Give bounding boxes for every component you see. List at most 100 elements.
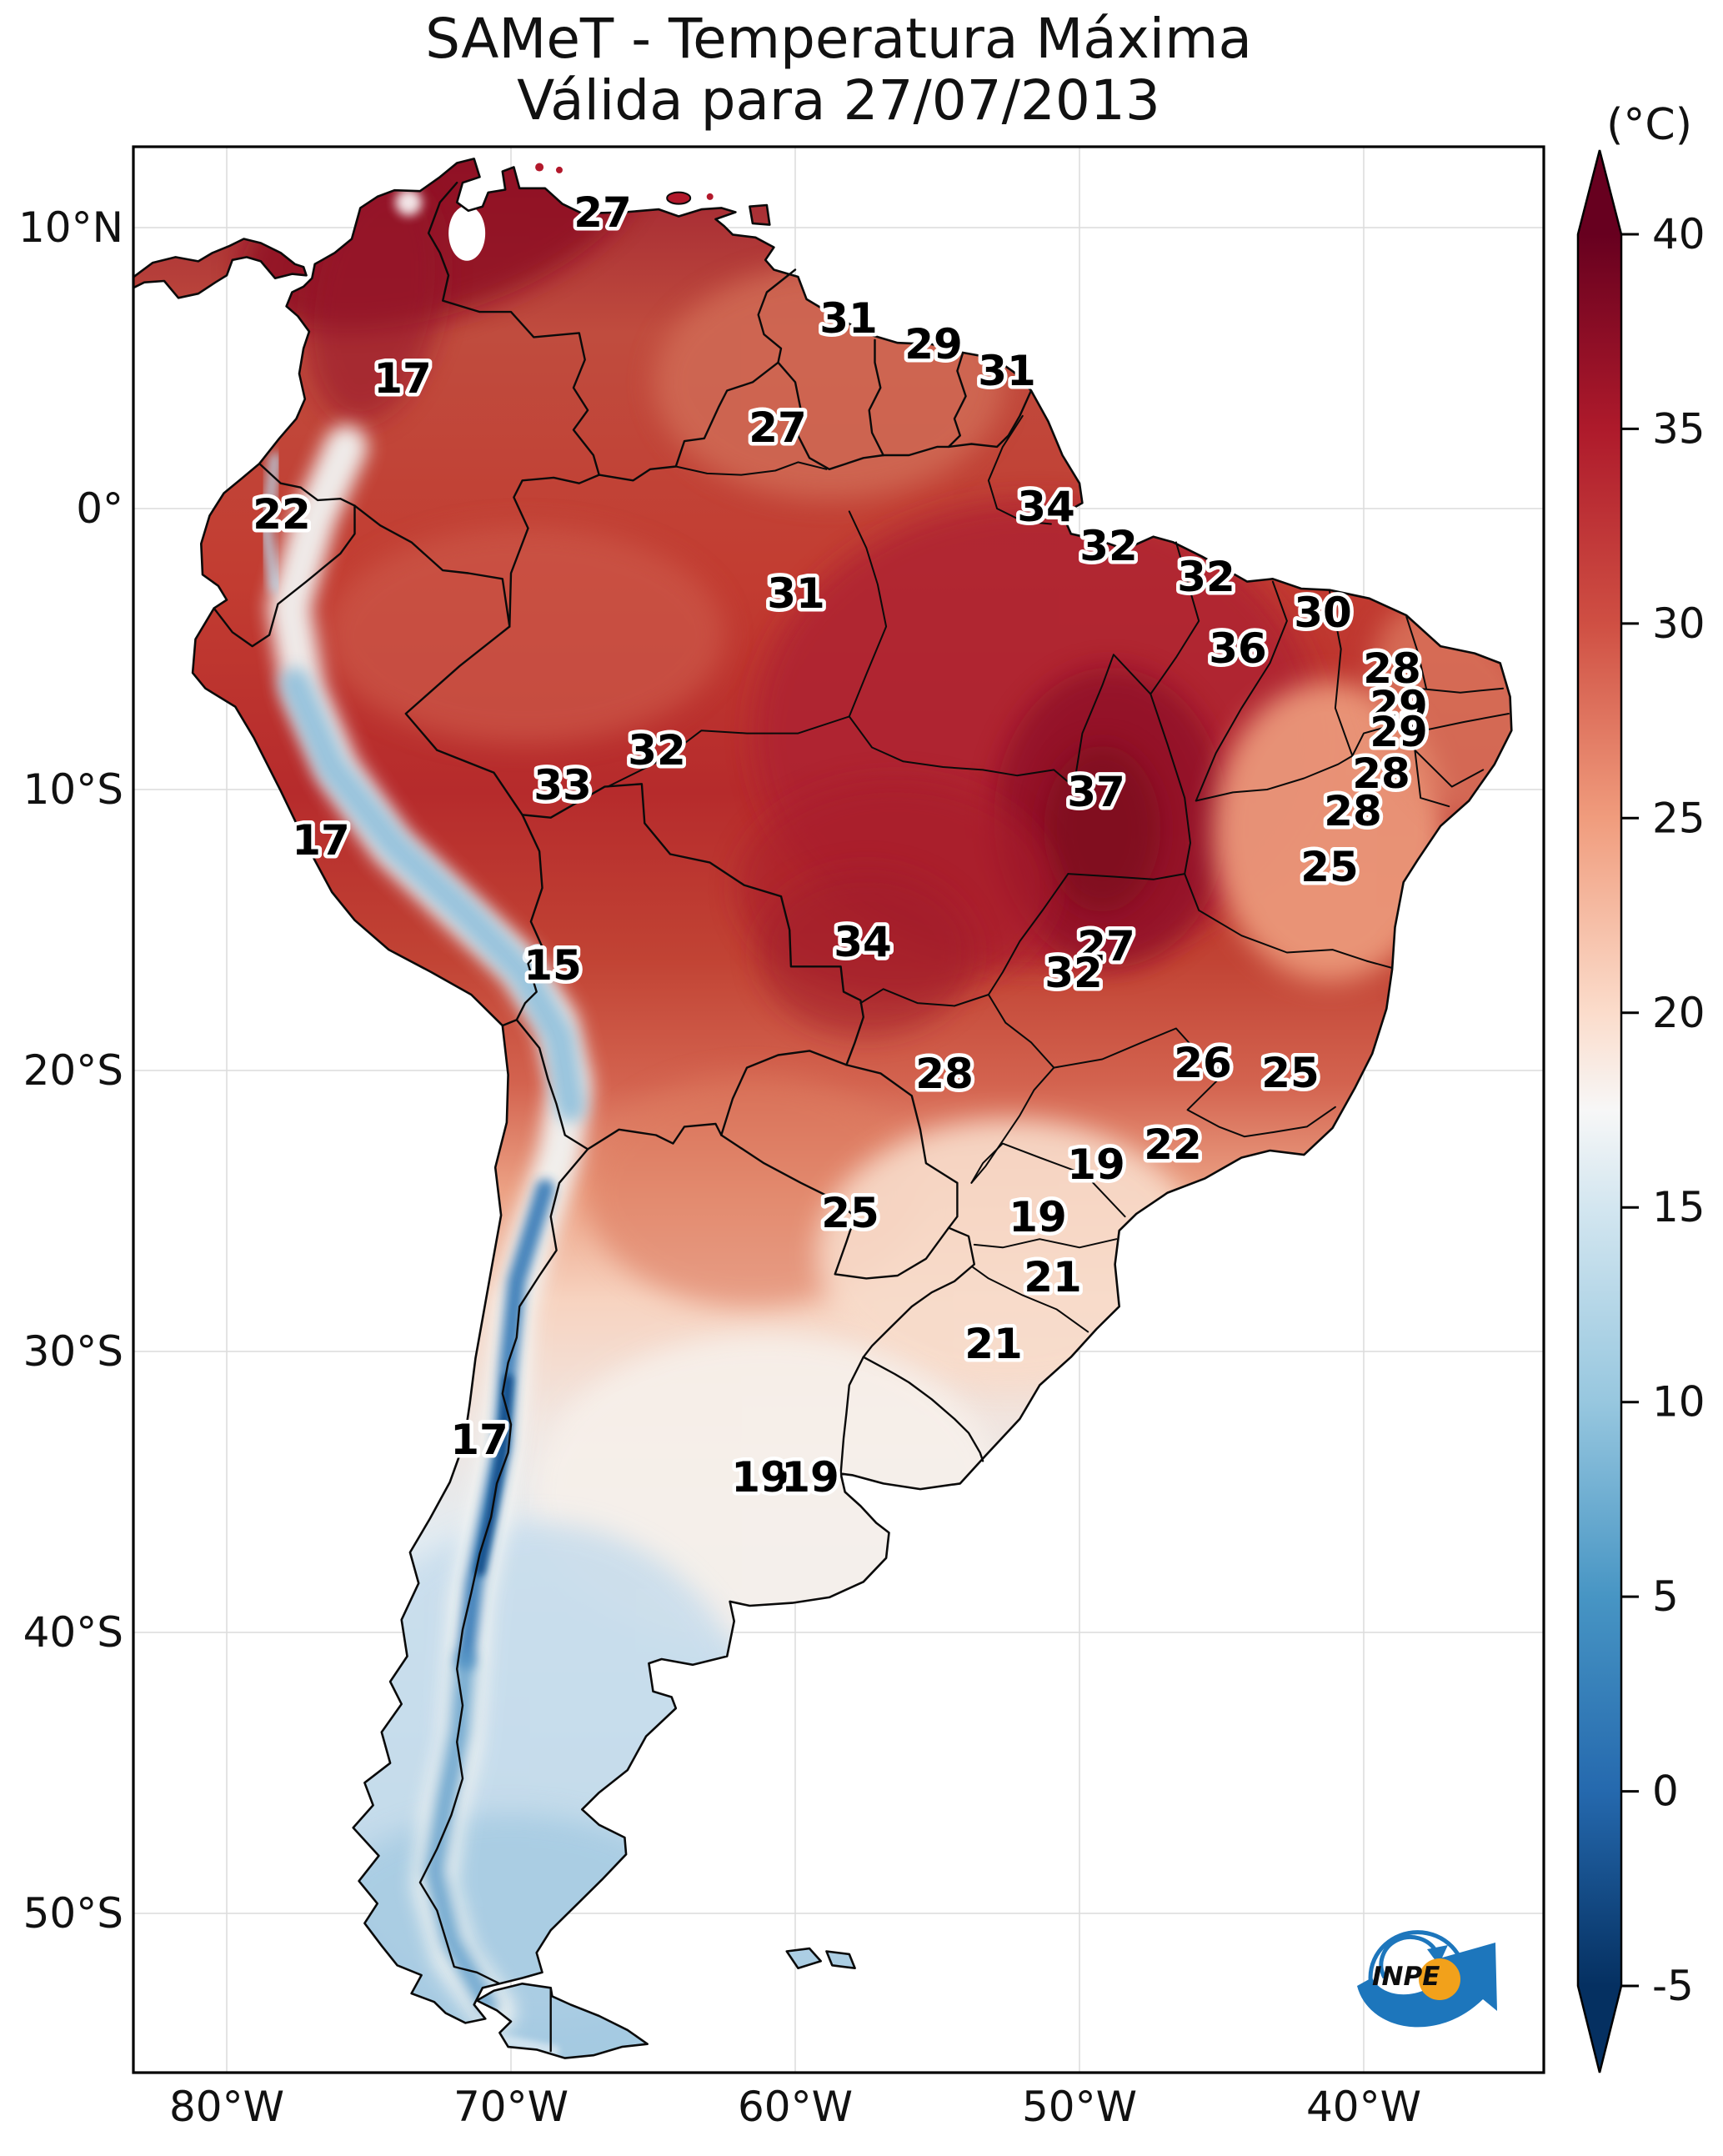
country-border	[845, 1064, 959, 1229]
state-border	[859, 988, 989, 1007]
temperature-label: 28	[1363, 644, 1421, 693]
andes-shading	[279, 667, 586, 1122]
temperature-label: 27	[1077, 922, 1135, 970]
country-border	[515, 1019, 589, 1151]
state-border	[848, 510, 888, 718]
temperature-field	[133, 158, 1512, 2058]
colorbar-tick-label: 10	[1652, 1378, 1705, 1426]
latitude-tick-label: 0°	[76, 484, 123, 533]
country-border	[404, 625, 523, 816]
tierra-del-fuego-coastline	[475, 1983, 649, 2059]
temperature-label: 17	[450, 1416, 508, 1464]
country-border	[720, 1050, 848, 1136]
islet	[535, 163, 544, 172]
latitude-tick-label: 40°S	[23, 1608, 123, 1657]
latitude-tick-label: 10°N	[18, 203, 123, 252]
temperature-blob	[325, 526, 725, 744]
temperature-label: 28	[1352, 750, 1410, 798]
temperature-label: 19	[781, 1453, 839, 1502]
inpe-logo: INPE	[1357, 1930, 1497, 2028]
country-border	[862, 1226, 975, 1358]
temperature-label: 28	[1324, 787, 1382, 835]
figure-title: SAMeT - Temperatura Máxima Válida para 2…	[0, 8, 1677, 132]
latitude-tick-label: 20°S	[23, 1046, 123, 1095]
state-border	[1186, 1072, 1336, 1138]
state-border	[970, 1066, 1055, 1184]
country-border	[868, 338, 884, 457]
country-border	[213, 504, 356, 648]
map-area	[133, 147, 1544, 2073]
sierra-nevada-spot	[395, 188, 423, 216]
temperature-label: 31	[819, 294, 878, 343]
temperature-label: 27	[749, 404, 807, 452]
country-border	[586, 1122, 723, 1151]
country-border	[777, 361, 884, 470]
temperature-label: 31	[978, 347, 1036, 395]
temperature-label: 21	[964, 1320, 1023, 1368]
colorbar-tick-label: 30	[1652, 599, 1705, 648]
inpe-logo-inner-orbit	[1379, 1934, 1439, 1979]
state-border	[1150, 693, 1191, 875]
country-border	[427, 181, 600, 476]
country-border	[947, 351, 967, 449]
country-border	[882, 389, 1033, 457]
country-border	[862, 1356, 984, 1462]
temperature-label: 32	[1044, 949, 1103, 997]
temperature-label: 37	[1067, 768, 1125, 816]
state-border	[1184, 873, 1394, 969]
title-line1: SAMeT - Temperatura Máxima	[425, 7, 1252, 71]
temperature-label: 32	[1079, 522, 1138, 570]
state-border	[987, 994, 1055, 1069]
temperature-label: 30	[1294, 589, 1352, 637]
state-border	[606, 715, 850, 788]
state-border	[1195, 580, 1288, 802]
latitude-tick-label: 10°S	[23, 765, 123, 814]
inpe-logo-swoosh-arrow	[1357, 1943, 1497, 2028]
temperature-label: 19	[1009, 1193, 1067, 1241]
map-frame	[132, 145, 1545, 2074]
temperature-label: 15	[523, 941, 582, 990]
state-border	[1067, 873, 1186, 880]
country-border	[720, 1134, 950, 1280]
temperature-label: 25	[821, 1189, 879, 1237]
inpe-logo-outer-orbit	[1368, 1930, 1464, 1995]
state-border	[1416, 687, 1505, 694]
state-border	[1351, 713, 1510, 757]
longitude-tick-label: 70°W	[453, 2083, 569, 2131]
state-border	[972, 1266, 1089, 1333]
temperature-label: 29	[1370, 708, 1428, 756]
temperature-label: 19	[1067, 1141, 1125, 1189]
temperature-blob	[758, 869, 975, 1036]
colorbar: 40 35 30 25 20 15 10 5 0 -5	[1576, 149, 1705, 2073]
state-border	[987, 873, 1069, 995]
state-border	[970, 1142, 1126, 1218]
country-border	[508, 474, 600, 628]
temperature-label: 32	[1177, 553, 1235, 601]
temperature-label: 29	[904, 320, 963, 369]
temperature-label: 33	[533, 761, 592, 810]
state-border	[1195, 755, 1354, 802]
temperature-label: 31	[767, 569, 825, 618]
temperature-label: 22	[1144, 1121, 1202, 1169]
state-border	[1073, 654, 1152, 788]
temperature-label: 34	[834, 918, 892, 966]
temperature-label: 17	[292, 816, 350, 865]
lake-maracaibo	[448, 205, 486, 261]
temperature-label: 32	[628, 726, 686, 775]
state-border	[973, 1238, 1118, 1249]
state-border	[1150, 541, 1200, 695]
country-border	[418, 1148, 589, 1985]
temperature-label: 22	[253, 490, 311, 539]
state-borders	[606, 414, 1510, 1333]
inpe-logo-down-arrow	[1427, 1945, 1448, 1965]
state-border	[674, 461, 828, 476]
colorbar-tick-label: 40	[1652, 210, 1705, 258]
state-border	[1414, 749, 1485, 788]
state-border	[1405, 615, 1427, 689]
colorbar-tick-label: 0	[1652, 1767, 1679, 1816]
latitude-tick-label: 50°S	[23, 1889, 123, 1938]
country-border	[258, 462, 356, 507]
state-border	[987, 414, 1052, 525]
